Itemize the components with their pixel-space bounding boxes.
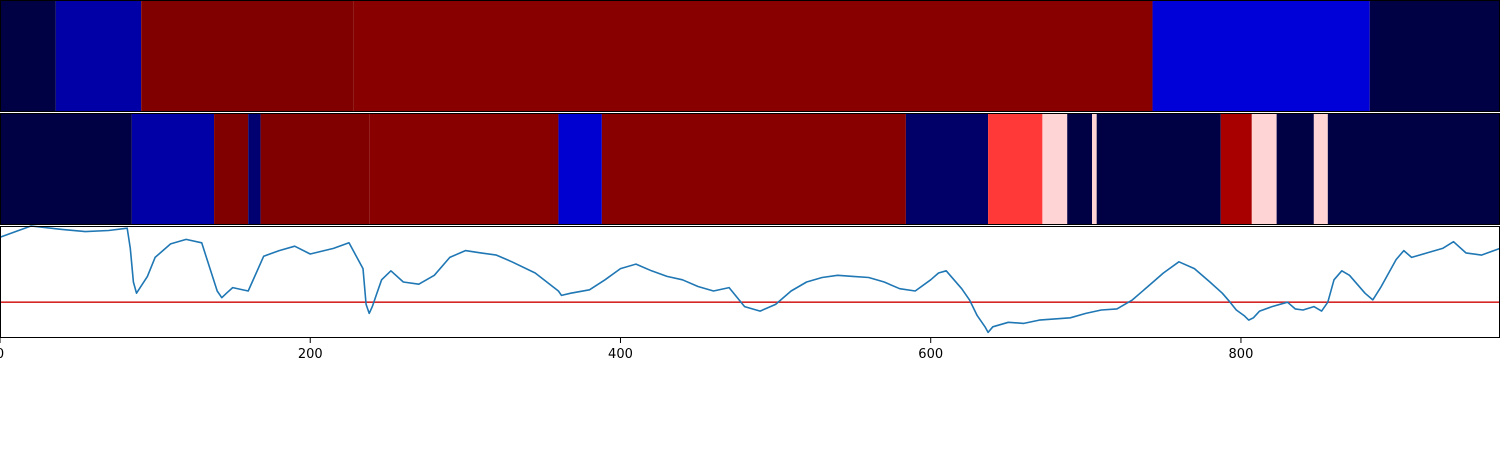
heatmap-segment	[1042, 113, 1068, 225]
x-tick-label: 600	[918, 347, 943, 362]
heatmap-segment	[248, 113, 261, 225]
heatmap-segment	[1152, 0, 1370, 112]
heatmap-segment	[988, 113, 1043, 225]
heatmap-segment	[558, 113, 602, 225]
heatmap-segment	[1313, 113, 1328, 225]
heatmap-segment	[353, 0, 1153, 112]
x-tick-label: 0	[0, 347, 4, 362]
heatmap-segment	[1096, 113, 1221, 225]
line-panel	[0, 225, 1500, 338]
heatmap-segment	[55, 0, 142, 112]
heatmap-middle-panel	[0, 113, 1500, 225]
line-panel-background	[0, 226, 1500, 338]
heatmap-segment	[1369, 0, 1500, 112]
heatmap-segment	[905, 113, 989, 225]
heatmap-segment	[214, 113, 249, 225]
heatmap-segment	[369, 113, 559, 225]
heatmap-segment	[601, 113, 906, 225]
heatmap-segment	[1220, 113, 1252, 225]
heatmap-segment	[260, 113, 370, 225]
heatmap-segment	[141, 0, 354, 112]
x-tick-label: 400	[608, 347, 633, 362]
heatmap-segment	[1092, 113, 1097, 225]
heatmap-segment	[1067, 113, 1093, 225]
heatmap-top-panel	[0, 0, 1500, 112]
x-tick-label: 200	[298, 347, 323, 362]
heatmap-segment	[1251, 113, 1277, 225]
heatmap-segment	[1276, 113, 1314, 225]
heatmap-segment	[0, 0, 56, 112]
x-tick-label: 800	[1229, 347, 1254, 362]
heatmap-segment	[1327, 113, 1500, 225]
heatmap-segment	[0, 113, 132, 225]
x-axis: 0 200 400 600 800	[0, 338, 1253, 362]
heatmap-segment	[131, 113, 215, 225]
series-line	[0, 225, 1500, 334]
